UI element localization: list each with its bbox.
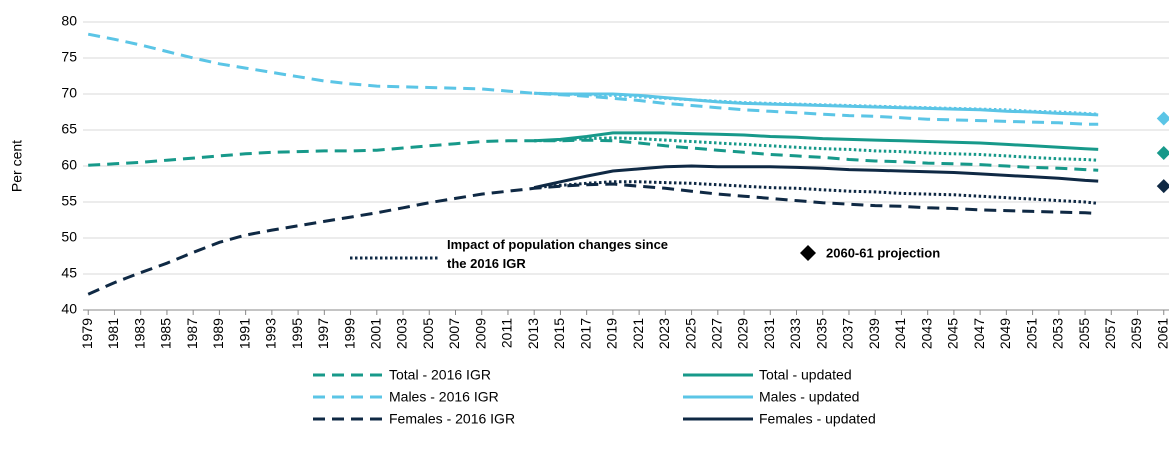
x-tick-label: 2047 [971, 318, 987, 349]
x-tick-label: 2017 [577, 318, 593, 349]
x-tick-label: 2055 [1076, 318, 1092, 349]
x-tick-label: 2043 [918, 318, 934, 349]
y-tick-label: 65 [61, 121, 77, 137]
x-tick-label: 1999 [341, 318, 357, 349]
series-line [534, 131, 1099, 151]
legend-label: Males - 2016 IGR [389, 389, 499, 405]
y-tick-label: 45 [61, 265, 77, 281]
x-tick-label: 2021 [630, 318, 646, 349]
x-tick-label: 1997 [315, 318, 331, 349]
x-tick-label: 2049 [997, 318, 1013, 349]
x-tick-label: 2035 [813, 318, 829, 349]
x-tick-label: 2013 [525, 318, 541, 349]
x-tick-label: 2057 [1102, 318, 1118, 349]
x-tick-label: 2015 [551, 318, 567, 349]
series-line [534, 136, 1099, 162]
x-tick-label: 2001 [368, 318, 384, 349]
legend-label: Impact of population changes since the 20… [447, 237, 668, 271]
x-tick-label: 2007 [446, 318, 462, 349]
x-tick-label: 2023 [656, 318, 672, 349]
legend-label: Females - updated [759, 411, 876, 427]
x-tick-label: 2003 [394, 318, 410, 349]
x-tick-label: 2029 [735, 318, 751, 349]
legend-label: Total - updated [759, 367, 852, 383]
y-tick-label: 80 [61, 13, 77, 29]
y-axis-label: Per cent [9, 140, 25, 192]
series-line [534, 91, 1099, 116]
x-tick-label: 1993 [263, 318, 279, 349]
projection-marker [1156, 179, 1169, 194]
x-tick-label: 1987 [184, 318, 200, 349]
x-tick-label: 2045 [945, 318, 961, 349]
x-tick-label: 2009 [472, 318, 488, 349]
x-tick-label: 1989 [210, 318, 226, 349]
x-tick-label: 2059 [1128, 318, 1144, 349]
legend-label-line: Impact of population changes since [447, 237, 668, 252]
series-line [533, 164, 1099, 190]
projection-marker [1156, 111, 1169, 126]
x-tick-label: 2053 [1050, 318, 1066, 349]
x-tick-label: 2041 [892, 318, 908, 349]
projection-marker [1156, 146, 1169, 161]
y-tick-label: 75 [61, 49, 77, 65]
x-tick-label: 2019 [604, 318, 620, 349]
x-tick-label: 1991 [236, 318, 252, 349]
x-tick-label: 2031 [761, 318, 777, 349]
x-tick-label: 2033 [787, 318, 803, 349]
x-tick-label: 2025 [682, 318, 698, 349]
y-tick-label: 40 [61, 301, 77, 317]
x-tick-label: 1995 [289, 318, 305, 349]
x-tick-label: 1979 [79, 318, 95, 349]
y-tick-label: 55 [61, 193, 77, 209]
series-line [534, 180, 1099, 205]
legend-label: Males - updated [759, 389, 859, 405]
y-tick-label: 70 [61, 85, 77, 101]
legend-label: Total - 2016 IGR [389, 367, 491, 383]
legend-label: 2060-61 projection [826, 245, 940, 260]
x-tick-label: 2037 [840, 318, 856, 349]
legend-label-line: the 2016 IGR [447, 256, 526, 271]
legend-swatch [800, 245, 816, 261]
y-tick-label: 50 [61, 229, 77, 245]
x-tick-label: 1983 [131, 318, 147, 349]
x-tick-label: 2005 [420, 318, 436, 349]
x-tick-label: 2027 [709, 318, 725, 349]
x-tick-label: 2061 [1154, 318, 1169, 349]
x-tick-label: 2011 [499, 318, 515, 348]
series-line [87, 182, 1099, 296]
legend-label: Females - 2016 IGR [389, 411, 515, 427]
x-tick-label: 1981 [105, 318, 121, 349]
series-line [87, 32, 1099, 126]
x-tick-label: 2039 [866, 318, 882, 349]
x-tick-label: 2051 [1023, 318, 1039, 349]
x-tick-label: 1985 [158, 318, 174, 349]
series-line [88, 138, 1099, 172]
y-tick-label: 60 [61, 157, 77, 173]
